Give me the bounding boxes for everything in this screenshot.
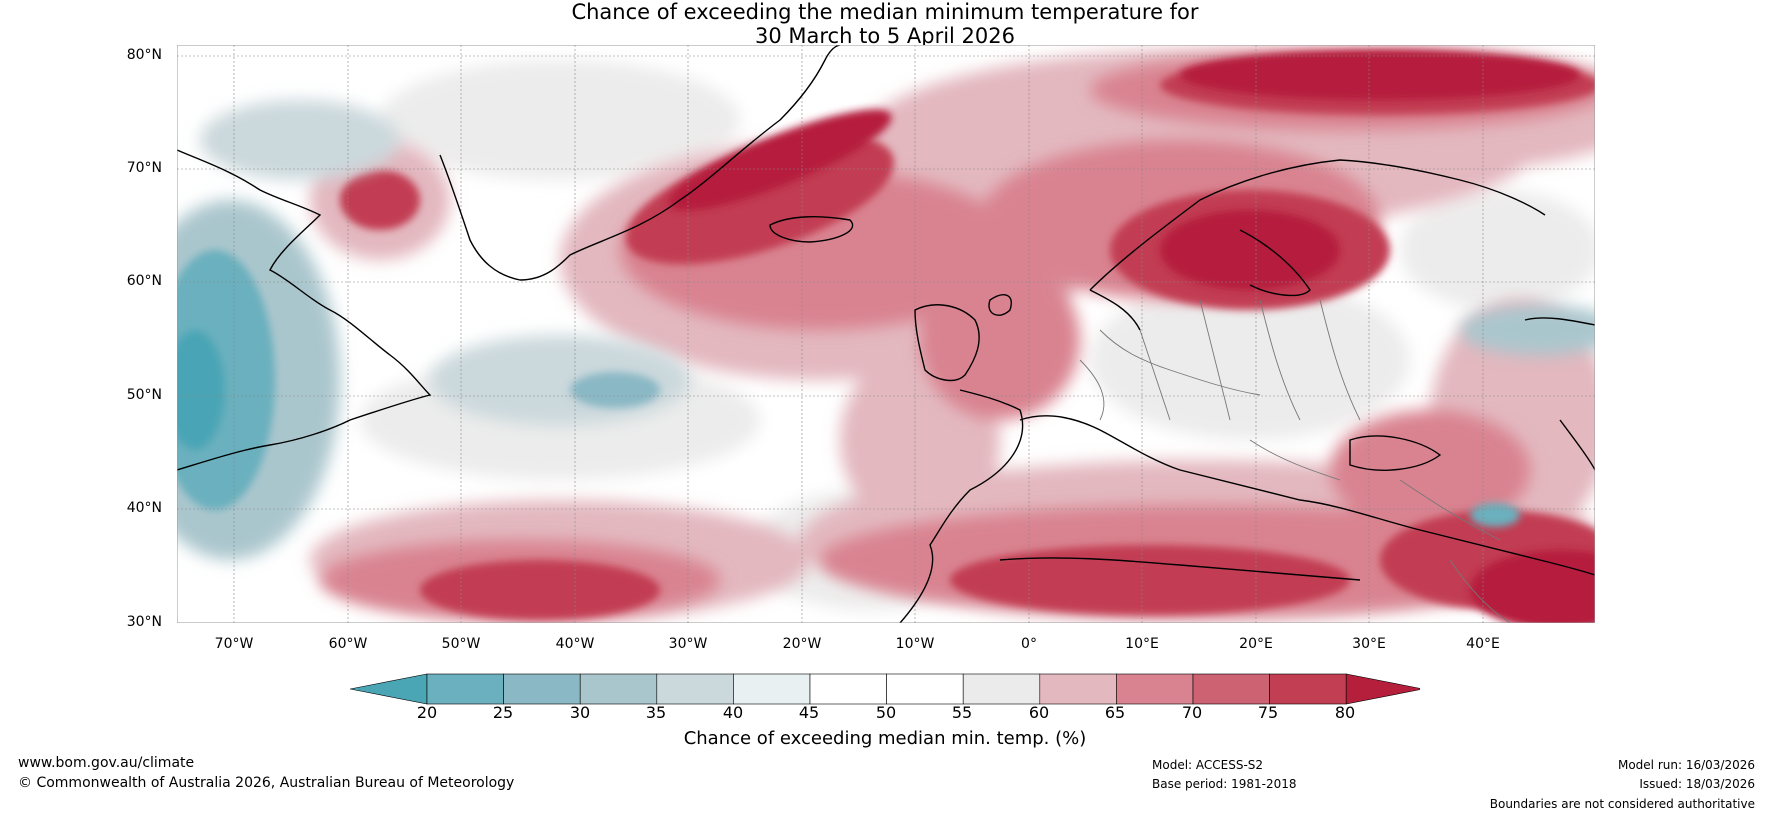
colorbar-segment-4 bbox=[656, 673, 734, 705]
colorbar-label-55: 55 bbox=[951, 703, 973, 722]
graticule bbox=[177, 45, 1595, 623]
map-title-line1: Chance of exceeding the median minimum t… bbox=[571, 0, 1199, 24]
footer-model: Model: ACCESS-S2 bbox=[1152, 758, 1264, 772]
forecast-map bbox=[177, 45, 1595, 623]
colorbar-segment-2 bbox=[503, 673, 581, 705]
colorbar-segment-11 bbox=[1192, 673, 1270, 705]
colorbar-label-75: 75 bbox=[1257, 703, 1279, 722]
lon-tick-10e: 10°E bbox=[1125, 636, 1159, 652]
map-panel bbox=[177, 45, 1595, 623]
lat-tick-40n: 40°N bbox=[126, 500, 162, 516]
colorbar-segment-12 bbox=[1269, 673, 1347, 705]
colorbar-segment-3 bbox=[579, 673, 658, 705]
coastlines bbox=[177, 45, 1595, 623]
lon-tick-10w: 10°W bbox=[895, 636, 935, 652]
lat-tick-70n: 70°N bbox=[126, 160, 162, 176]
footer-model-run: Model run: 16/03/2026 bbox=[1617, 758, 1755, 772]
colorbar-label-80: 80 bbox=[1334, 703, 1356, 722]
footer-copyright: © Commonwealth of Australia 2026, Austra… bbox=[18, 775, 515, 791]
lon-tick-50w: 50°W bbox=[441, 636, 481, 652]
footer-base-period: Base period: 1981-2018 bbox=[1152, 777, 1297, 791]
colorbar-label-35: 35 bbox=[645, 703, 667, 722]
colorbar-label-70: 70 bbox=[1181, 703, 1203, 722]
map-title: Chance of exceeding the median minimum t… bbox=[0, 0, 1770, 48]
lat-tick-60n: 60°N bbox=[126, 273, 162, 289]
colorbar-label-60: 60 bbox=[1028, 703, 1050, 722]
lat-tick-80n: 80°N bbox=[126, 47, 162, 63]
colorbar-segment-10 bbox=[1116, 673, 1194, 705]
lon-tick-40e: 40°E bbox=[1466, 636, 1500, 652]
lon-tick-40w: 40°W bbox=[555, 636, 595, 652]
colorbar-extend-low bbox=[350, 673, 428, 705]
lon-tick-20w: 20°W bbox=[782, 636, 822, 652]
lat-tick-30n: 30°N bbox=[126, 614, 162, 630]
colorbar-label-25: 25 bbox=[492, 703, 514, 722]
colorbar-segment-9 bbox=[1039, 673, 1117, 705]
lon-tick-20e: 20°E bbox=[1239, 636, 1273, 652]
colorbar-extend-high bbox=[1345, 673, 1420, 705]
colorbar bbox=[350, 673, 1420, 705]
colorbar-title: Chance of exceeding median min. temp. (%… bbox=[683, 728, 1087, 749]
lon-tick-0: 0° bbox=[1021, 636, 1037, 652]
lon-tick-70w: 70°W bbox=[214, 636, 254, 652]
colorbar-segment-8 bbox=[962, 673, 1041, 705]
colorbar-label-65: 65 bbox=[1104, 703, 1126, 722]
lon-tick-30e: 30°E bbox=[1352, 636, 1386, 652]
colorbar-label-50: 50 bbox=[875, 703, 897, 722]
colorbar-segment-5 bbox=[733, 673, 811, 705]
colorbar-segment-6 bbox=[809, 673, 887, 705]
colorbar-segment-7 bbox=[886, 673, 964, 705]
colorbar-label-30: 30 bbox=[569, 703, 591, 722]
lat-tick-50n: 50°N bbox=[126, 387, 162, 403]
lon-tick-30w: 30°W bbox=[668, 636, 708, 652]
footer-disclaimer: Boundaries are not considered authoritat… bbox=[1489, 797, 1755, 811]
colorbar-label-45: 45 bbox=[798, 703, 820, 722]
colorbar-label-20: 20 bbox=[416, 703, 438, 722]
lon-tick-60w: 60°W bbox=[328, 636, 368, 652]
probability-field bbox=[177, 45, 1595, 623]
footer-issued: Issued: 18/03/2026 bbox=[1639, 777, 1755, 791]
map-title-line2: 30 March to 5 April 2026 bbox=[755, 24, 1015, 48]
country-borders bbox=[1079, 299, 1511, 623]
colorbar-label-40: 40 bbox=[722, 703, 744, 722]
footer-website: www.bom.gov.au/climate bbox=[18, 755, 195, 771]
colorbar-segment-1 bbox=[426, 673, 504, 705]
colorbar-segments bbox=[350, 673, 1420, 705]
